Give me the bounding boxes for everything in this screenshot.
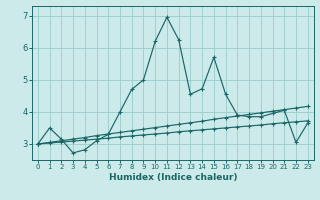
X-axis label: Humidex (Indice chaleur): Humidex (Indice chaleur) [108, 173, 237, 182]
